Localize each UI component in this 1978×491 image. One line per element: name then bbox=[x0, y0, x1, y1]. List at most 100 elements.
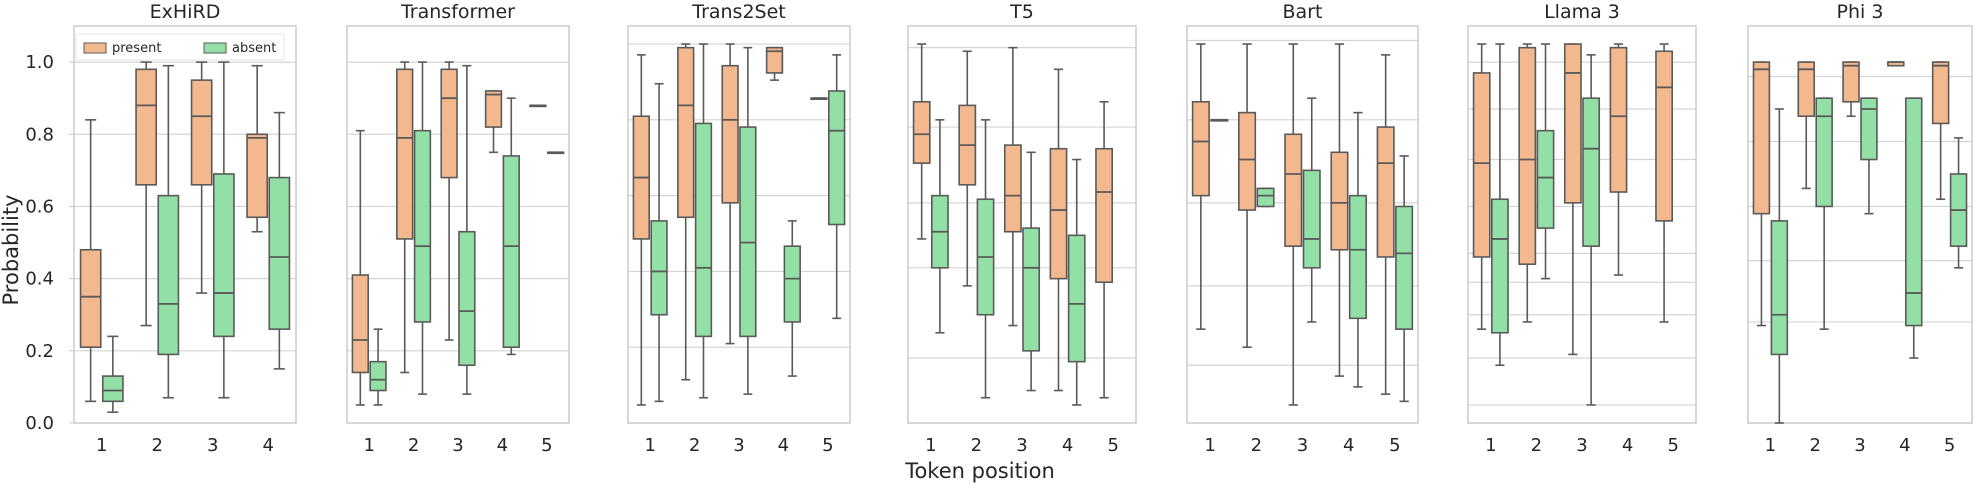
panel-5-title: Llama 3 bbox=[1544, 1, 1620, 23]
panel-3-absent-box-4 bbox=[1067, 234, 1086, 363]
panel-2-absent-box-5 bbox=[827, 90, 846, 226]
legend-label-absent: absent bbox=[232, 41, 276, 56]
panel-3-present-box-3 bbox=[1003, 144, 1022, 233]
panel-1-present-box-2 bbox=[396, 68, 414, 240]
legend-box bbox=[75, 33, 285, 61]
panel-0-absent-box-2 bbox=[157, 194, 180, 356]
panel-3-present-box-1 bbox=[912, 100, 931, 164]
panel-2-x-tick-label: 3 bbox=[733, 435, 744, 456]
panel-5-absent-box-3 bbox=[1582, 97, 1601, 247]
panel-4-present-box-4 bbox=[1330, 151, 1349, 251]
panel-2-absent-box-4 bbox=[783, 245, 801, 323]
panel-1-absent-box-2 bbox=[413, 129, 432, 323]
panel-6-x-tick-label: 5 bbox=[1944, 435, 1955, 456]
panel-1-present-box-1 bbox=[351, 274, 370, 374]
panel-1-x-tick-label: 5 bbox=[541, 435, 552, 456]
panel-4-present-box-5 bbox=[1376, 126, 1395, 258]
panel-6-title: Phi 3 bbox=[1837, 1, 1884, 23]
panel-2-absent-box-2 bbox=[694, 122, 713, 338]
panel-4-present-box-3 bbox=[1284, 133, 1303, 247]
panel-1-absent-box-4 bbox=[502, 155, 520, 349]
panel-0-x-tick-label: 3 bbox=[207, 435, 218, 456]
panel-2-title: Trans2Set bbox=[691, 1, 786, 23]
panel-4-absent-box-3 bbox=[1302, 169, 1321, 269]
panel-5-x-tick-label: 3 bbox=[1576, 435, 1587, 456]
panel-3-present-box-5 bbox=[1095, 147, 1113, 284]
panel-2-x-tick-label: 1 bbox=[644, 435, 655, 456]
panel-0-absent-box-4 bbox=[268, 176, 291, 330]
panel-6-absent-box-4 bbox=[1905, 97, 1923, 327]
legend-swatch-present bbox=[83, 42, 107, 54]
panel-4-absent-box-4 bbox=[1348, 194, 1367, 320]
panel-3-absent-box-3 bbox=[1022, 227, 1041, 352]
panel-0-present-box-1 bbox=[79, 248, 102, 349]
panel-6-present-box-3 bbox=[1842, 61, 1860, 103]
panel-2-absent-box-1 bbox=[650, 220, 668, 316]
panel-1-present-box-3 bbox=[440, 68, 458, 179]
y-tick-label: 0.6 bbox=[25, 196, 54, 217]
panel-2-x-tick-label: 5 bbox=[822, 435, 833, 456]
legend-swatch-absent bbox=[203, 42, 227, 54]
panel-0-present-box-4 bbox=[246, 133, 269, 219]
panel-0-present-box-3 bbox=[190, 79, 213, 186]
y-tick-label: 0.0 bbox=[25, 413, 54, 434]
panel-0-frame bbox=[73, 25, 297, 424]
panel-0-absent-box-1 bbox=[101, 375, 124, 403]
panel-5-absent-box-1 bbox=[1491, 198, 1509, 334]
y-tick-label: 0.8 bbox=[25, 124, 54, 145]
panel-0-present-box-2 bbox=[135, 68, 158, 186]
panel-4-absent-box-2 bbox=[1256, 187, 1275, 208]
panel-1-present-box-4 bbox=[484, 90, 503, 128]
panel-5-absent-box-2 bbox=[1536, 129, 1555, 229]
panel-6-absent-box-2 bbox=[1815, 97, 1833, 208]
panel-5-present-box-2 bbox=[1518, 46, 1537, 266]
panel-2-frame bbox=[627, 25, 851, 424]
panel-6-present-box-5 bbox=[1931, 61, 1950, 125]
panel-3-x-tick-label: 1 bbox=[925, 435, 936, 456]
panel-2-present-box-3 bbox=[721, 64, 739, 204]
panel-6-x-tick-label: 1 bbox=[1765, 435, 1776, 456]
panel-4-title: Bart bbox=[1283, 1, 1323, 23]
panel-3-frame bbox=[907, 25, 1137, 424]
y-tick-label: 0.4 bbox=[25, 269, 54, 290]
y-tick-label: 1.0 bbox=[25, 52, 54, 73]
panel-6-present-box-2 bbox=[1797, 61, 1816, 118]
panel-6-x-tick-label: 2 bbox=[1809, 435, 1820, 456]
panel-6-absent-box-1 bbox=[1770, 220, 1789, 356]
panel-2-absent-box-3 bbox=[739, 126, 757, 338]
panel-3-x-tick-label: 4 bbox=[1062, 435, 1073, 456]
panel-5-x-tick-label: 1 bbox=[1485, 435, 1496, 456]
y-axis-title: Probability bbox=[0, 194, 23, 305]
panel-5-x-tick-label: 2 bbox=[1531, 435, 1542, 456]
panel-2-present-box-4 bbox=[765, 46, 784, 74]
panel-3-title: T5 bbox=[1009, 1, 1034, 23]
panel-5-x-tick-label: 4 bbox=[1622, 435, 1633, 456]
panel-2-present-box-2 bbox=[677, 46, 695, 219]
panel-6-present-box-1 bbox=[1752, 61, 1771, 215]
panel-5-present-box-4 bbox=[1609, 46, 1628, 193]
panel-0-x-tick-label: 2 bbox=[152, 435, 163, 456]
panel-3-x-tick-label: 2 bbox=[971, 435, 982, 456]
panel-0-title: ExHiRD bbox=[150, 1, 221, 23]
panel-4-x-tick-label: 3 bbox=[1297, 435, 1308, 456]
panel-5-present-box-5 bbox=[1655, 50, 1673, 222]
panel-1-x-tick-label: 4 bbox=[497, 435, 508, 456]
panel-1-x-tick-label: 3 bbox=[452, 435, 463, 456]
panel-1-absent-box-3 bbox=[458, 230, 476, 367]
panel-4-absent-box-5 bbox=[1395, 205, 1414, 330]
panel-4-frame bbox=[1186, 25, 1419, 424]
panel-2-x-tick-label: 2 bbox=[689, 435, 700, 456]
panel-0-x-tick-label: 1 bbox=[96, 435, 107, 456]
panel-1-x-tick-label: 2 bbox=[408, 435, 419, 456]
panel-4-present-box-1 bbox=[1191, 100, 1210, 197]
panel-1-x-tick-label: 1 bbox=[363, 435, 374, 456]
panel-5-x-tick-label: 5 bbox=[1667, 435, 1678, 456]
panel-6-x-tick-label: 3 bbox=[1854, 435, 1865, 456]
panel-3-present-box-4 bbox=[1049, 147, 1068, 280]
panel-4-x-tick-label: 4 bbox=[1343, 435, 1354, 456]
panel-4-x-tick-label: 2 bbox=[1251, 435, 1262, 456]
y-tick-label: 0.2 bbox=[25, 341, 54, 362]
x-axis-title: Token position bbox=[904, 459, 1055, 483]
panel-2-x-tick-label: 4 bbox=[778, 435, 789, 456]
